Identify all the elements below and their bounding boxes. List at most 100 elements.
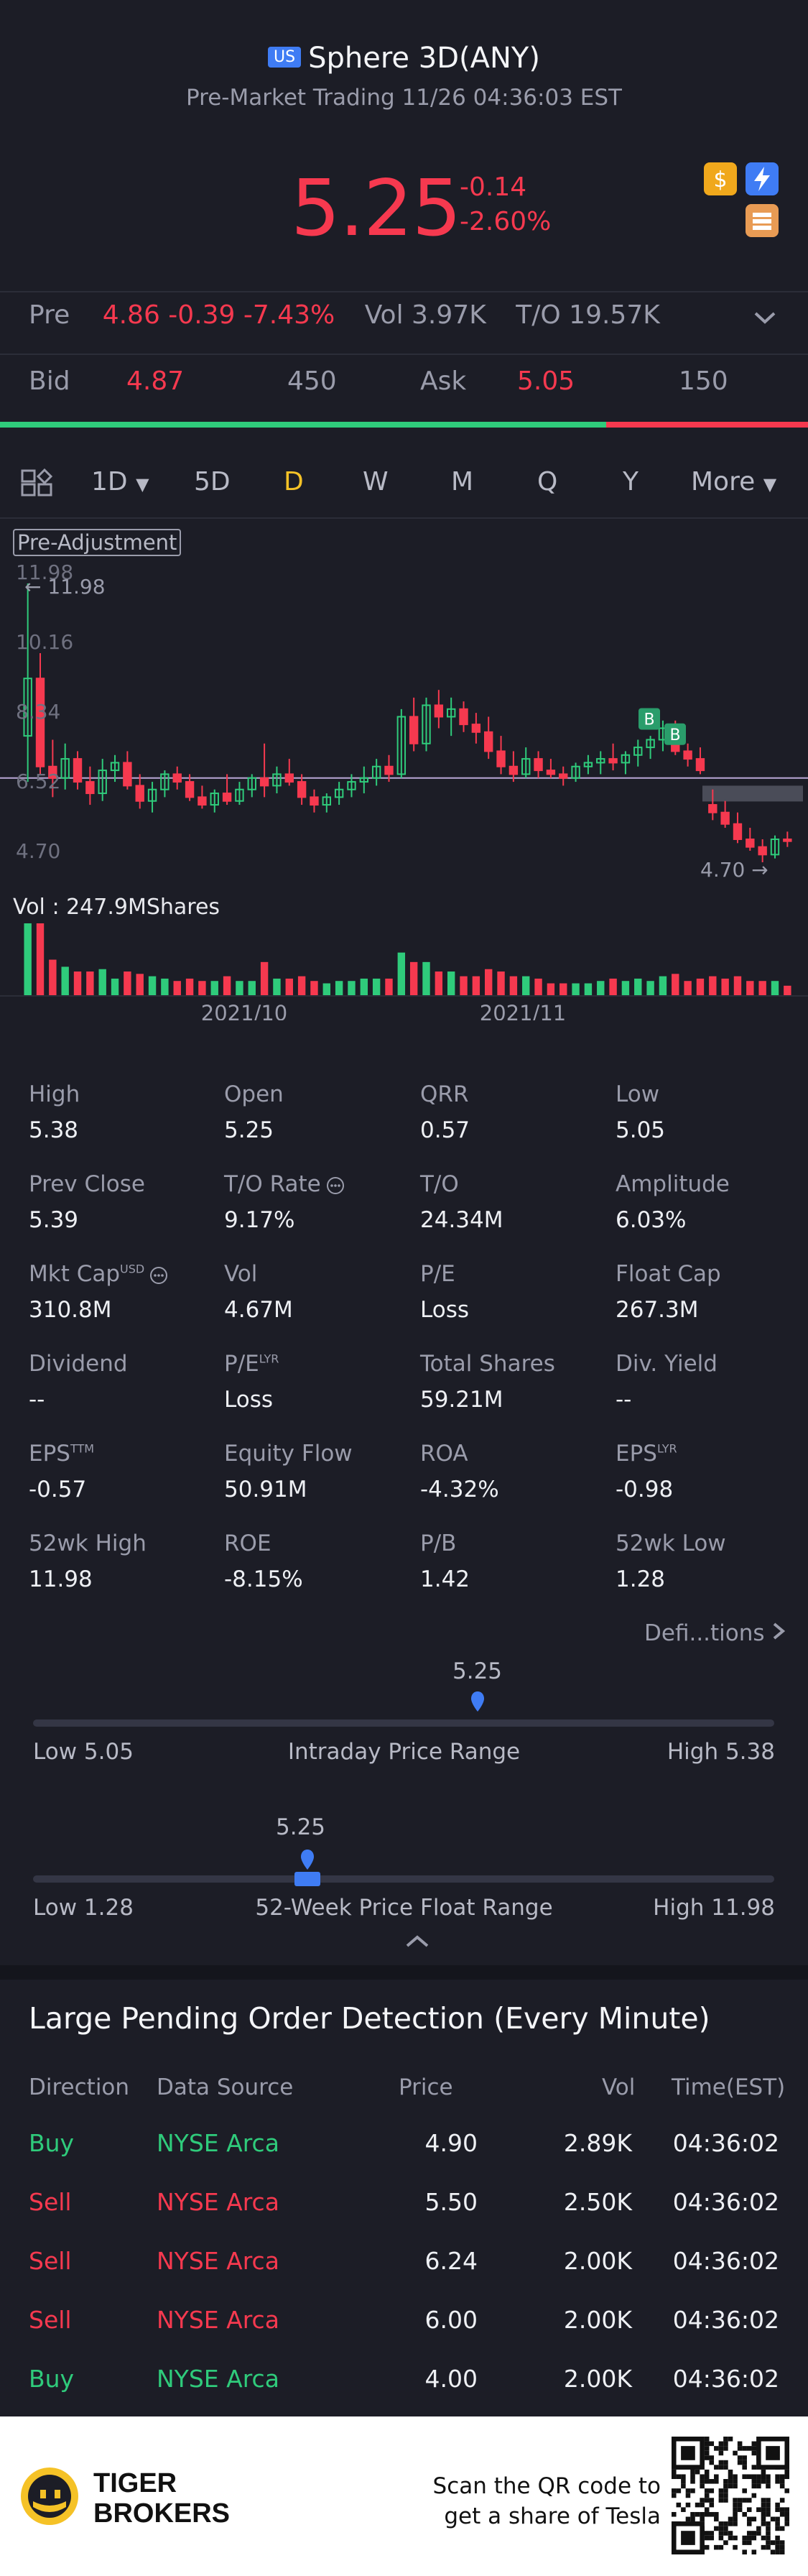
more-info-icon[interactable] <box>144 1261 169 1287</box>
candle <box>683 743 692 767</box>
candle <box>633 739 643 767</box>
stat-label: Open <box>224 1081 284 1107</box>
candle <box>459 701 468 732</box>
order-vol: 2.89K <box>563 2129 632 2157</box>
order-direction: Buy <box>29 2365 75 2393</box>
col-price: Price <box>399 2074 453 2100</box>
volume-bar <box>422 961 430 995</box>
volume-bar <box>236 981 243 995</box>
ask-size: 150 <box>679 366 728 396</box>
candlestick-chart: 11.98 10.16 8.34 6.52 4.70 ← 11.98 4.70 → BB 202… <box>0 560 808 1025</box>
volume-bar <box>36 923 45 995</box>
volume-bar <box>248 981 256 995</box>
pre-change-pct: -7.43% <box>243 300 335 330</box>
definitions-link[interactable]: Defi...tions <box>644 1620 786 1646</box>
candle <box>359 766 369 794</box>
section-separator <box>0 1965 808 1980</box>
volume-bar <box>509 976 518 995</box>
tab-d[interactable]: D <box>284 467 304 497</box>
stat-value: -0.98 <box>616 1477 674 1502</box>
volume-bar <box>185 978 194 995</box>
low-marker: 4.70 → <box>700 858 768 882</box>
candle <box>695 747 705 775</box>
volume-bar <box>360 978 368 995</box>
bid-ask-bar: Bid 4.87 450 Ask 5.05 150 <box>29 366 779 396</box>
tab-m[interactable]: M <box>451 467 474 497</box>
stat-superscript: LYR <box>259 1352 279 1366</box>
tab-5d[interactable]: 5D <box>194 467 231 497</box>
week52-low: Low 1.28 <box>33 1895 134 1921</box>
volume-bar <box>223 976 231 995</box>
volume-bar <box>297 976 306 995</box>
tab-more[interactable]: More ▼ <box>691 467 776 497</box>
qr-code[interactable] <box>672 2437 789 2557</box>
dollar-icon[interactable]: $ <box>704 162 737 195</box>
more-info-icon[interactable] <box>321 1171 345 1197</box>
candle <box>235 782 244 805</box>
high-marker: ← 11.98 <box>24 575 106 599</box>
volume-bar <box>659 976 667 995</box>
volume-bar <box>746 981 754 995</box>
tab-1d[interactable]: 1D ▼ <box>91 467 149 497</box>
volume-bar <box>646 981 654 995</box>
stat-value: 4.67M <box>224 1297 293 1323</box>
volume-bar <box>634 978 642 995</box>
price-chart[interactable]: 11.98 10.16 8.34 6.52 4.70 ← 11.98 4.70 → B B 202… <box>0 517 808 1025</box>
candle <box>646 736 655 760</box>
candle <box>583 754 593 775</box>
candle <box>509 751 519 783</box>
stat-value: -- <box>616 1387 632 1413</box>
candle <box>559 766 568 786</box>
order-vol: 2.00K <box>563 2247 632 2275</box>
price-change: -0.14 <box>460 172 527 202</box>
intraday-current: 5.25 <box>452 1658 503 1684</box>
stock-name: Sphere 3D(ANY) <box>308 42 540 75</box>
stat-value: -8.15% <box>224 1566 303 1592</box>
volume-bar <box>534 978 542 995</box>
grid-layout-icon[interactable] <box>20 468 55 500</box>
volume-bar <box>684 981 692 995</box>
stack-icon[interactable] <box>746 204 779 237</box>
tab-y[interactable]: Y <box>623 467 638 497</box>
volume-readout: Vol : 247.9MShares <box>13 895 220 920</box>
stat-value: 0.57 <box>420 1117 470 1143</box>
volume-bar <box>24 923 32 995</box>
candle <box>371 759 381 786</box>
stat-label: Prev Close <box>29 1171 145 1197</box>
chevron-down-icon[interactable] <box>753 309 777 329</box>
lightning-icon[interactable] <box>746 162 779 195</box>
stat-value: 5.25 <box>224 1117 274 1143</box>
stat-label: QRR <box>420 1081 469 1107</box>
week52-range-bar <box>33 1875 774 1883</box>
tab-q[interactable]: Q <box>537 467 558 497</box>
order-direction: Sell <box>29 2247 72 2275</box>
divider <box>0 517 808 519</box>
trading-status: Pre-Market Trading 11/26 04:36:03 EST <box>186 85 622 111</box>
order-direction: Sell <box>29 2306 72 2334</box>
stat-value: 1.28 <box>616 1566 666 1592</box>
order-price: 4.00 <box>424 2365 478 2393</box>
candle <box>35 653 45 775</box>
candle <box>434 690 444 729</box>
candle <box>783 831 792 847</box>
to-label: T/O <box>516 300 561 330</box>
candle <box>471 713 481 744</box>
intraday-title: Intraday Price Range <box>287 1739 521 1765</box>
candle <box>396 708 407 778</box>
promo-text: Scan the QR code to get a share of Tesla <box>433 2471 661 2531</box>
chevron-up-icon[interactable] <box>404 1933 430 1953</box>
volume-label: Vol <box>13 895 45 920</box>
brand-line-2: BROKERS <box>93 2498 231 2529</box>
candle <box>322 793 331 813</box>
order-time: 04:36:02 <box>672 2365 779 2393</box>
candle <box>409 697 419 752</box>
week52-current: 5.25 <box>276 1814 326 1840</box>
definitions-label: Defi...tions <box>644 1620 765 1646</box>
candle <box>147 782 157 813</box>
pre-adjustment-toggle[interactable]: Pre-Adjustment <box>13 529 182 556</box>
premarket-bar: Pre 4.86 -0.39 -7.43% Vol 3.97K T/O 19.5… <box>29 300 660 330</box>
y-tick-label: 8.34 <box>16 700 60 724</box>
order-time: 04:36:02 <box>672 2306 779 2334</box>
tab-w[interactable]: W <box>363 467 389 497</box>
caret-down-icon: ▼ <box>136 474 149 494</box>
